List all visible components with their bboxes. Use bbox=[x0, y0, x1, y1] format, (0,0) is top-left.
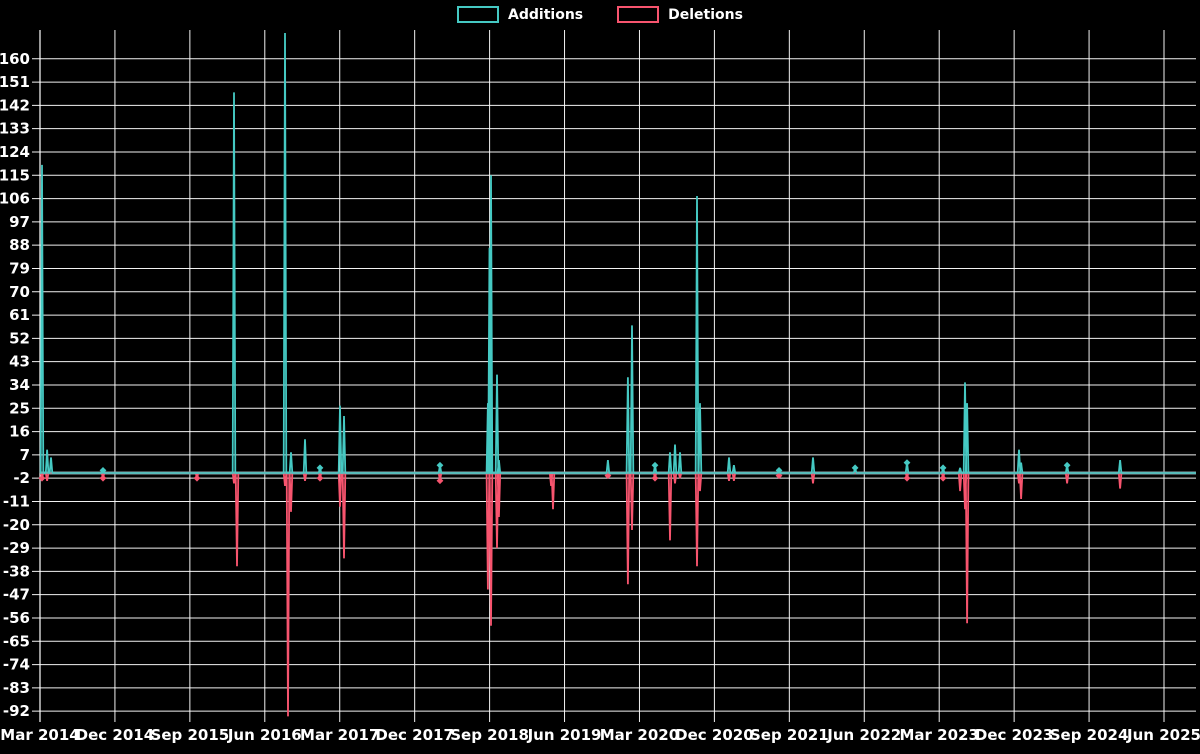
y-tick-label: 106 bbox=[0, 190, 30, 208]
deletions-point-marker bbox=[651, 474, 659, 482]
additions-point-marker bbox=[99, 467, 107, 474]
x-tick-label: Mar 2020 bbox=[600, 726, 679, 744]
x-tick-label: Sep 2015 bbox=[151, 726, 230, 744]
x-tick-label: Jun 2016 bbox=[227, 726, 302, 744]
y-tick-label: 79 bbox=[9, 259, 30, 277]
additions-point-marker bbox=[775, 467, 783, 474]
x-tick-label: Dec 2014 bbox=[76, 726, 155, 744]
additions-point-marker bbox=[436, 461, 444, 469]
deletions-point-marker bbox=[436, 477, 444, 485]
y-tick-label: -56 bbox=[3, 609, 30, 627]
additions-point-marker bbox=[939, 464, 947, 472]
additions-point-marker bbox=[903, 459, 911, 467]
x-tick-label: Dec 2017 bbox=[375, 726, 454, 744]
y-tick-label: -38 bbox=[3, 562, 30, 580]
additions-series-line bbox=[39, 32, 1196, 474]
deletions-point-marker bbox=[316, 474, 324, 482]
x-tick-label: Dec 2023 bbox=[975, 726, 1054, 744]
y-tick-label: 124 bbox=[0, 143, 30, 161]
y-tick-label: 34 bbox=[9, 376, 30, 394]
x-tick-label: Dec 2020 bbox=[675, 726, 754, 744]
deletions-point-marker bbox=[38, 474, 46, 482]
x-tick-label: Mar 2014 bbox=[0, 726, 79, 744]
y-tick-label: -20 bbox=[3, 516, 30, 534]
y-tick-label: 151 bbox=[0, 73, 30, 91]
additions-point-marker bbox=[316, 464, 324, 472]
y-tick-label: 52 bbox=[9, 329, 30, 347]
y-tick-label: -83 bbox=[3, 679, 30, 697]
y-tick-label: -2 bbox=[13, 469, 30, 487]
additions-point-marker bbox=[651, 461, 659, 469]
x-tick-label: Mar 2023 bbox=[899, 726, 978, 744]
additions-point-marker bbox=[851, 464, 859, 472]
legend-swatch-additions bbox=[457, 6, 500, 23]
y-tick-label: 7 bbox=[20, 446, 30, 464]
y-tick-label: 160 bbox=[0, 50, 30, 68]
additions-point-marker bbox=[1063, 461, 1071, 469]
legend-item-deletions[interactable]: Deletions bbox=[617, 6, 743, 23]
y-tick-label: 97 bbox=[9, 213, 30, 231]
y-tick-label: 61 bbox=[9, 306, 30, 324]
x-tick-label: Sep 2024 bbox=[1050, 726, 1129, 744]
y-tick-label: -47 bbox=[3, 586, 30, 604]
y-tick-label: 142 bbox=[0, 96, 30, 114]
legend-label-additions: Additions bbox=[508, 6, 584, 23]
x-tick-label: Jun 2025 bbox=[1126, 726, 1200, 744]
x-tick-label: Sep 2021 bbox=[750, 726, 829, 744]
y-tick-label: -92 bbox=[3, 702, 30, 720]
y-tick-label: 88 bbox=[9, 236, 30, 254]
legend-item-additions[interactable]: Additions bbox=[457, 6, 583, 23]
x-tick-label: Jun 2022 bbox=[826, 726, 901, 744]
y-tick-label: 115 bbox=[0, 166, 30, 184]
y-tick-label: -11 bbox=[3, 492, 30, 510]
y-tick-label: -65 bbox=[3, 632, 30, 650]
y-tick-label: -29 bbox=[3, 539, 30, 557]
y-tick-label: -74 bbox=[3, 656, 30, 674]
y-tick-label: 133 bbox=[0, 120, 30, 138]
deletions-point-marker bbox=[939, 474, 947, 482]
y-tick-label: 43 bbox=[9, 353, 30, 371]
y-tick-label: 70 bbox=[9, 283, 30, 301]
x-tick-label: Sep 2018 bbox=[450, 726, 529, 744]
y-tick-label: 25 bbox=[9, 399, 30, 417]
legend-label-deletions: Deletions bbox=[668, 6, 743, 23]
deletions-point-marker bbox=[903, 474, 911, 482]
deletions-point-marker bbox=[193, 474, 201, 482]
legend-swatch-deletions bbox=[617, 6, 660, 23]
chart-legend: Additions Deletions bbox=[0, 6, 1200, 23]
x-tick-label: Mar 2017 bbox=[300, 726, 379, 744]
y-tick-label: 16 bbox=[9, 423, 30, 441]
x-tick-label: Jun 2019 bbox=[527, 726, 602, 744]
deletions-point-marker bbox=[99, 474, 107, 482]
